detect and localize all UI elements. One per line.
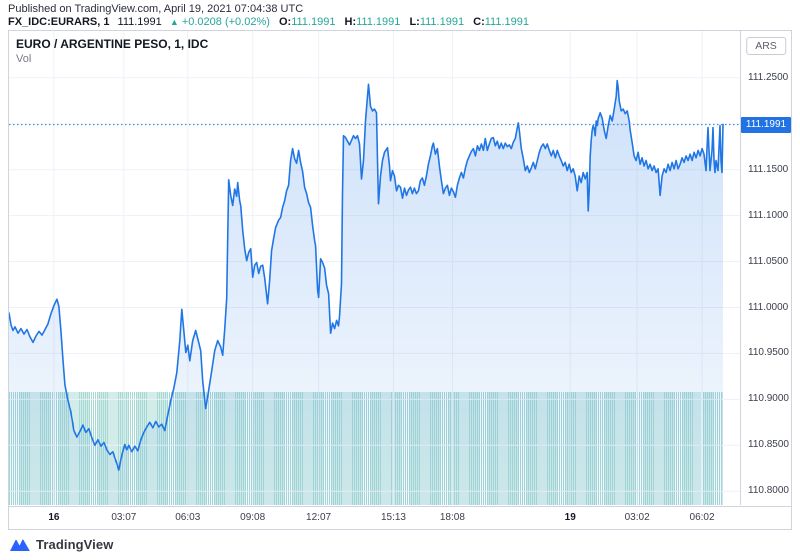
last-price: 111.1991 — [117, 16, 162, 28]
price-axis-label: 110.8000 — [748, 485, 789, 497]
price-axis-label: 110.9500 — [748, 347, 789, 359]
tradingview-logo-link[interactable]: TradingView — [9, 537, 113, 552]
low-value: 111.1991 — [419, 16, 465, 28]
open-value: 111.1991 — [291, 16, 336, 28]
close-label: C: — [473, 16, 485, 28]
change-value: +0.0208 (+0.02%) — [181, 16, 270, 28]
price-axis-label: 110.8500 — [748, 439, 789, 451]
price-axis-label: 111.0000 — [748, 301, 789, 313]
time-axis-label: 12:07 — [306, 512, 332, 523]
currency-badge: ARS — [746, 37, 786, 55]
price-series-plot — [9, 31, 740, 505]
symbol-ohlc-line: FX_IDC:EURARS, 1 111.1991 ▲ +0.0208 (+0.… — [8, 16, 529, 28]
price-axis-label: 111.1000 — [748, 209, 789, 221]
open-label: O: — [278, 16, 292, 28]
time-axis[interactable]: 16 03:07 06:03 09:08 12:07 15:13 18:08 19 03:02 0… — [9, 506, 791, 530]
high-label: H: — [344, 16, 357, 28]
volume-legend: Vol — [16, 53, 32, 66]
chart-legend: EURO / ARGENTINE PESO, 1, IDC Vol — [16, 36, 208, 67]
time-axis-label: 03:07 — [111, 512, 137, 523]
published-line: Published on TradingView.com, April 19, … — [8, 3, 304, 15]
price-axis-label: 110.9000 — [748, 393, 789, 405]
time-axis-label: 03:02 — [624, 512, 650, 523]
last-price-tag: 111.1991 — [741, 116, 791, 133]
close-value: 111.1991 — [484, 16, 529, 28]
time-axis-label: 15:13 — [380, 512, 406, 523]
time-axis-label: 09:08 — [240, 512, 266, 523]
price-pane[interactable]: EURO / ARGENTINE PESO, 1, IDC Vol — [9, 31, 741, 505]
chart-legend-title: EURO / ARGENTINE PESO, 1, IDC — [16, 37, 209, 51]
low-label: L: — [409, 16, 420, 28]
high-value: 111.1991 — [356, 16, 401, 28]
time-axis-label: 06:03 — [175, 512, 201, 523]
chart-container: EURO / ARGENTINE PESO, 1, IDC Vol ARS 11… — [8, 30, 792, 530]
price-axis-label: 111.2500 — [748, 71, 789, 83]
change-label: ▲ +0.0208 (+0.02%) — [170, 16, 270, 28]
price-axis-label: 111.0500 — [748, 255, 789, 267]
time-axis-label: 06:02 — [689, 512, 715, 523]
symbol-label: FX_IDC:EURARS, 1 — [8, 16, 110, 28]
price-axis[interactable]: ARS 111.1991 111.2500 111.1500 111.1000 111… — [741, 31, 791, 505]
price-axis-label: 111.1500 — [748, 163, 789, 175]
time-axis-label: 18:08 — [439, 512, 465, 523]
up-arrow-icon: ▲ — [169, 17, 179, 27]
time-axis-label: 16 — [48, 512, 60, 523]
time-axis-label: 19 — [564, 512, 576, 523]
tradingview-logo-icon — [10, 539, 30, 551]
tradingview-logo-text: TradingView — [36, 537, 114, 552]
